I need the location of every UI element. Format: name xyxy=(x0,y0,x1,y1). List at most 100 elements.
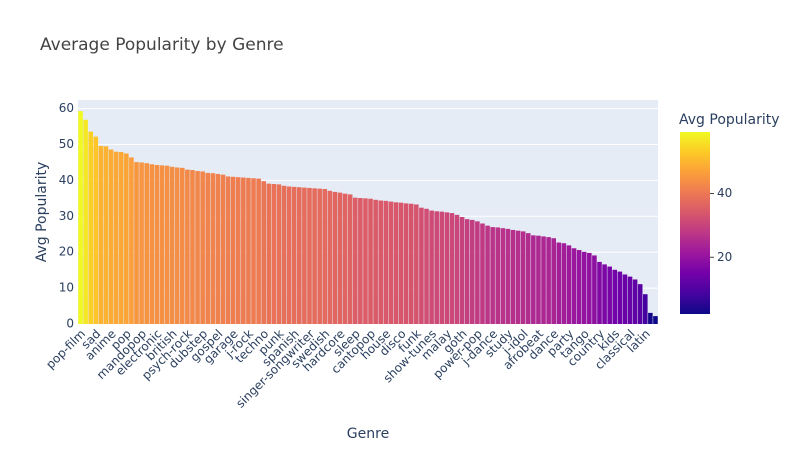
bar xyxy=(322,189,328,324)
bar xyxy=(281,185,287,324)
y-tick-label: 40 xyxy=(59,173,74,187)
bar xyxy=(246,177,251,324)
bar xyxy=(352,197,358,324)
bar xyxy=(220,174,226,324)
bar xyxy=(124,153,129,324)
bar xyxy=(241,177,246,324)
bar xyxy=(490,227,495,324)
bar xyxy=(149,164,155,324)
bar xyxy=(210,173,216,324)
y-tick-label: 30 xyxy=(59,209,74,223)
bar xyxy=(429,210,434,324)
bar xyxy=(195,171,200,324)
bar xyxy=(393,202,399,324)
bar xyxy=(78,111,83,324)
bar xyxy=(398,202,404,324)
bar xyxy=(215,173,221,324)
bar xyxy=(617,271,623,324)
bar xyxy=(98,145,104,324)
bar xyxy=(134,162,139,324)
bar xyxy=(139,162,144,324)
bar xyxy=(470,219,475,324)
bar xyxy=(261,181,266,324)
bar xyxy=(454,214,460,324)
bar xyxy=(93,136,99,324)
bar xyxy=(637,284,643,324)
bar xyxy=(317,188,322,324)
bar xyxy=(505,228,511,324)
bar xyxy=(602,264,607,324)
x-tick-label: pop-film xyxy=(43,327,88,372)
bar xyxy=(185,169,190,324)
bar xyxy=(414,204,419,324)
bar xyxy=(531,235,536,324)
bar xyxy=(256,178,261,324)
bar xyxy=(561,243,567,324)
bar xyxy=(444,212,450,324)
bar xyxy=(358,198,363,324)
bar xyxy=(495,227,501,324)
colorbar-tick-label: 40 xyxy=(717,186,732,200)
y-tick-label: 50 xyxy=(59,137,74,151)
bar xyxy=(118,152,124,324)
bar xyxy=(276,184,282,324)
y-tick-label: 60 xyxy=(59,101,74,115)
bar xyxy=(327,190,333,324)
colorbar-title: Avg Popularity xyxy=(679,112,780,128)
bar xyxy=(312,188,317,324)
y-tick-label: 10 xyxy=(59,281,74,295)
bar xyxy=(169,166,175,324)
y-axis-title: Avg Popularity xyxy=(34,162,50,263)
bar xyxy=(378,200,384,324)
colorbar-tick-label: 20 xyxy=(717,250,732,264)
bar xyxy=(144,163,149,324)
bar xyxy=(307,187,312,324)
bar xyxy=(383,200,389,324)
bar xyxy=(464,219,470,324)
bar xyxy=(373,199,378,324)
bar xyxy=(566,245,572,324)
bar xyxy=(103,146,109,324)
bar xyxy=(88,131,94,324)
y-tick-label: 20 xyxy=(59,245,74,259)
bar xyxy=(205,172,211,324)
bar xyxy=(581,251,587,324)
bar xyxy=(347,194,353,324)
colorbar xyxy=(680,132,710,314)
bar xyxy=(291,186,297,324)
bar xyxy=(419,207,424,324)
bar xyxy=(424,208,429,324)
bar xyxy=(363,198,368,324)
bar xyxy=(459,217,465,324)
bar xyxy=(266,183,272,324)
bar xyxy=(500,228,506,324)
bar xyxy=(368,198,373,324)
bar xyxy=(108,149,114,324)
bar xyxy=(164,165,170,324)
plot-background xyxy=(78,100,658,324)
bar xyxy=(612,269,618,324)
bar xyxy=(607,266,612,324)
bar xyxy=(627,276,633,324)
bar xyxy=(271,184,277,324)
bar xyxy=(332,191,338,324)
bar xyxy=(622,274,628,324)
bar xyxy=(337,192,343,324)
bar xyxy=(449,213,455,324)
bar xyxy=(556,242,562,324)
bar xyxy=(541,236,546,324)
bar xyxy=(403,203,409,324)
bar xyxy=(180,167,185,324)
x-axis-title: Genre xyxy=(347,426,389,442)
bar xyxy=(632,279,638,324)
bar xyxy=(475,221,480,324)
bar xyxy=(297,187,302,324)
bar xyxy=(515,230,521,324)
bar xyxy=(571,248,577,324)
chart-title: Average Popularity by Genre xyxy=(40,35,284,55)
bar xyxy=(190,170,195,324)
bar xyxy=(520,231,526,324)
bar xyxy=(551,238,556,324)
bar xyxy=(642,294,648,324)
bar xyxy=(434,211,439,324)
